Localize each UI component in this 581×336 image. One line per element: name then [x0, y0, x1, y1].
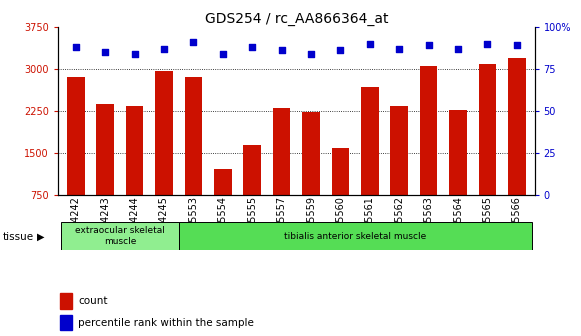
- Point: [159, 46, 168, 51]
- Bar: [302, 112, 320, 237]
- Bar: [243, 145, 261, 237]
- Bar: [96, 103, 114, 237]
- Bar: [332, 149, 349, 237]
- Bar: [214, 169, 232, 237]
- FancyBboxPatch shape: [179, 222, 532, 250]
- Point: [453, 46, 462, 51]
- Text: extraocular skeletal
muscle: extraocular skeletal muscle: [75, 226, 165, 246]
- Bar: [60, 293, 73, 308]
- Bar: [361, 87, 379, 237]
- Point: [424, 43, 433, 48]
- Bar: [508, 58, 526, 237]
- Point: [336, 48, 345, 53]
- Text: tibialis anterior skeletal muscle: tibialis anterior skeletal muscle: [284, 232, 426, 241]
- Title: GDS254 / rc_AA866364_at: GDS254 / rc_AA866364_at: [205, 12, 388, 26]
- Point: [189, 39, 198, 45]
- Text: ▶: ▶: [37, 232, 44, 242]
- Bar: [125, 107, 144, 237]
- Point: [483, 41, 492, 46]
- Point: [512, 43, 522, 48]
- Point: [130, 51, 139, 56]
- Bar: [390, 107, 408, 237]
- FancyBboxPatch shape: [61, 222, 179, 250]
- Bar: [479, 65, 496, 237]
- Bar: [185, 77, 202, 237]
- Bar: [67, 77, 85, 237]
- Point: [248, 44, 257, 50]
- Point: [394, 46, 404, 51]
- Bar: [449, 110, 467, 237]
- Point: [101, 49, 110, 55]
- Bar: [155, 71, 173, 237]
- Bar: [273, 108, 290, 237]
- Text: percentile rank within the sample: percentile rank within the sample: [78, 318, 254, 328]
- Point: [277, 48, 286, 53]
- Point: [365, 41, 375, 46]
- Text: tissue: tissue: [3, 232, 34, 242]
- Point: [71, 44, 80, 50]
- Point: [218, 51, 227, 56]
- Bar: [60, 315, 73, 331]
- Bar: [420, 66, 437, 237]
- Text: count: count: [78, 296, 107, 306]
- Point: [306, 51, 315, 56]
